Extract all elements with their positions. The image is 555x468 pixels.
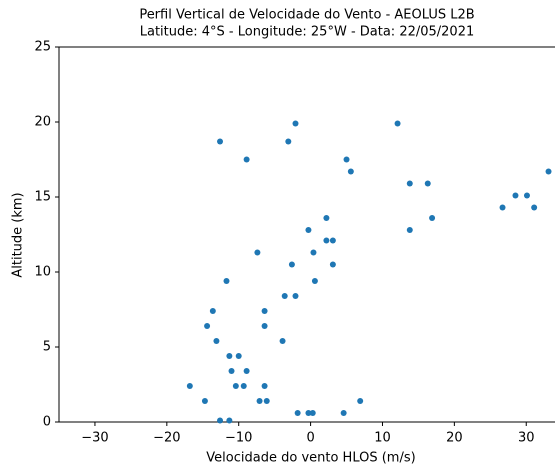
scatter-point — [226, 353, 233, 359]
scatter-point — [217, 138, 224, 145]
scatter-point — [531, 204, 538, 211]
x-tick-label: −20 — [153, 431, 180, 446]
x-tick-label: 10 — [374, 431, 391, 446]
scatter-point — [204, 323, 211, 329]
scatter-point — [406, 227, 413, 233]
y-axis-label: Altitude (km) — [11, 192, 26, 277]
x-tick-label: −10 — [225, 431, 252, 446]
scatter-point — [512, 192, 519, 199]
scatter-point — [279, 338, 286, 344]
scatter-point — [261, 383, 268, 389]
scatter-point — [329, 237, 336, 244]
scatter-point — [292, 293, 299, 299]
scatter-point — [201, 398, 208, 404]
scatter-point — [545, 168, 552, 175]
scatter-point — [261, 323, 268, 329]
y-tick-label: 0 — [43, 415, 51, 430]
scatter-point — [254, 249, 261, 256]
y-tick-label: 25 — [34, 40, 51, 55]
scatter-point — [340, 410, 347, 416]
scatter-point — [223, 278, 230, 284]
scatter-point — [357, 398, 364, 404]
scatter-point — [294, 410, 301, 416]
scatter-point — [499, 204, 506, 211]
scatter-point — [347, 168, 354, 175]
scatter-point — [256, 398, 263, 404]
scatter-point — [235, 353, 242, 359]
x-tick-label: 20 — [446, 431, 463, 446]
scatter-point — [240, 383, 247, 389]
scatter-point — [523, 192, 530, 199]
scatter-point — [343, 156, 350, 163]
x-tick-label: 0 — [306, 431, 314, 446]
scatter-point — [228, 368, 235, 374]
scatter-point — [424, 180, 431, 187]
scatter-point — [305, 410, 312, 416]
x-tick-label: −30 — [81, 431, 108, 446]
x-axis-label: Velocidade do vento HLOS (m/s) — [206, 451, 415, 466]
scatter-point — [243, 156, 250, 163]
scatter-point — [329, 261, 336, 268]
scatter-point — [310, 249, 317, 256]
scatter-point — [243, 368, 250, 374]
scatter-point — [323, 215, 330, 221]
scatter-point — [288, 261, 295, 268]
y-tick-label: 20 — [34, 115, 51, 130]
scatter-point — [186, 383, 193, 389]
scatter-point — [217, 417, 224, 424]
y-tick-label: 5 — [43, 340, 51, 355]
scatter-point — [209, 308, 216, 314]
scatter-point — [429, 215, 436, 221]
scatter-point — [292, 120, 299, 127]
chart-subtitle: Latitude: 4°S - Longitude: 25°W - Data: … — [140, 25, 475, 40]
scatter-point — [311, 278, 318, 284]
axes-frame — [58, 46, 555, 423]
scatter-point — [261, 308, 268, 314]
scatter-point — [406, 180, 413, 187]
x-tick-label: 30 — [518, 431, 535, 446]
scatter-point — [285, 138, 292, 145]
scatter-point — [394, 120, 401, 127]
scatter-point — [213, 338, 220, 344]
scatter-point — [263, 398, 270, 404]
scatter-point — [281, 293, 288, 299]
scatter-point — [226, 417, 233, 424]
scatter-point — [305, 227, 312, 233]
y-tick-label: 15 — [34, 190, 51, 205]
scatter-point — [323, 237, 330, 244]
chart-title: Perfil Vertical de Velocidade do Vento -… — [139, 8, 474, 23]
scatter-point — [232, 383, 239, 389]
y-tick-label: 10 — [34, 265, 51, 280]
scatter-point — [309, 410, 316, 416]
